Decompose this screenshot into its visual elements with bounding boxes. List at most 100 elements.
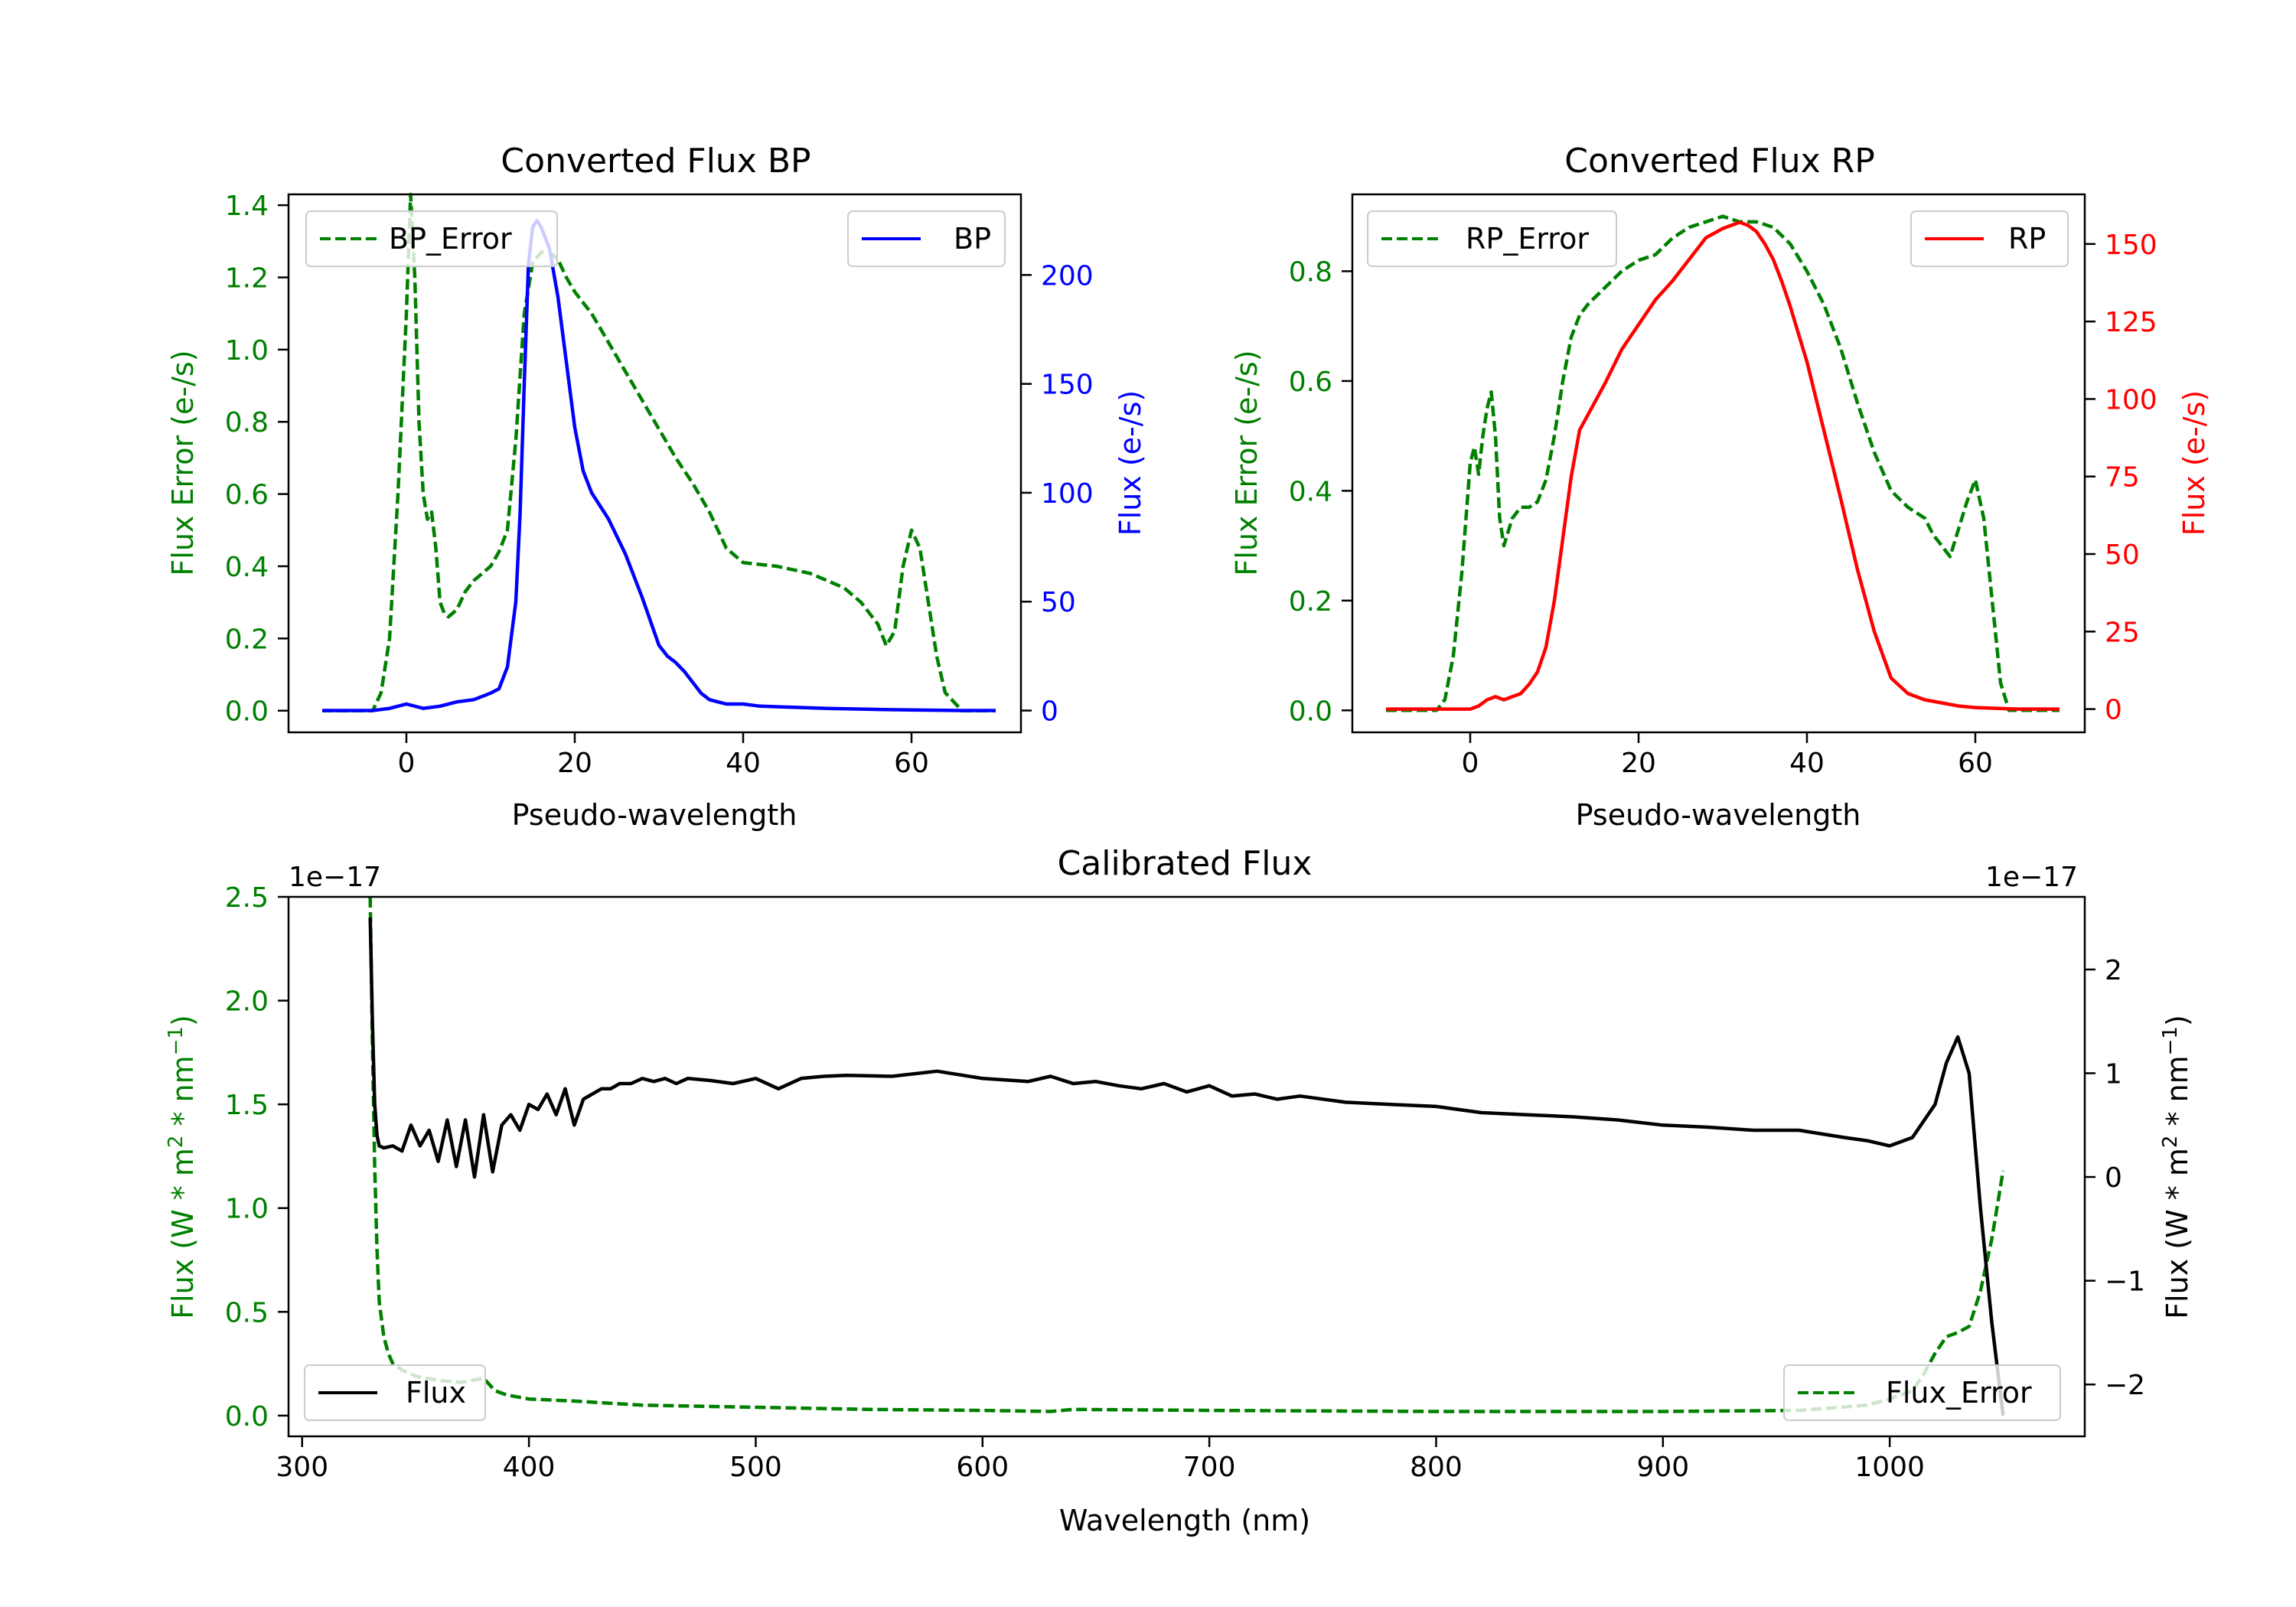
bp-y-left-tick-label: 0.4 bbox=[225, 552, 269, 583]
cal-ylabel-left-b: * nm bbox=[166, 1055, 200, 1135]
bp-y-left-tick-label: 1.2 bbox=[225, 263, 269, 295]
rp-y-right-tick-label: 125 bbox=[2105, 307, 2157, 338]
bp-x-tick-label: 0 bbox=[398, 748, 416, 779]
cal-y-left-tick-label: 0.5 bbox=[225, 1297, 269, 1328]
rp-y-left-tick-label: 0.4 bbox=[1289, 476, 1332, 507]
rp-y-right-tick-label: 50 bbox=[2105, 539, 2140, 571]
bp-y-ticks-left: 0.0 0.2 0.4 0.6 0.8 1.0 1.2 1.4 bbox=[225, 191, 289, 728]
rp-legend-error: RP_Error bbox=[1367, 210, 1617, 267]
cal-ylabel-left-sup1: 2 bbox=[165, 1136, 188, 1149]
cal-ylabel-left-sup2: −1 bbox=[165, 1026, 188, 1055]
rp-x-ticks: 0 20 40 60 bbox=[1462, 732, 1993, 779]
cal-x-tick-label: 1000 bbox=[1854, 1452, 1925, 1483]
cal-y-axis-label-left: Flux (W * m2 * nm−1) bbox=[165, 1015, 200, 1319]
cal-y-right-tick-label: 1 bbox=[2105, 1058, 2122, 1090]
bp-legend-error-label: BP_Error bbox=[389, 222, 512, 256]
bp-y-right-tick-label: 100 bbox=[1041, 478, 1094, 510]
cal-x-tick-label: 800 bbox=[1410, 1452, 1463, 1483]
cal-ylabel-left-a: Flux (W * m bbox=[166, 1148, 200, 1319]
cal-offset-left: 1e−17 bbox=[289, 862, 381, 893]
cal-x-tick-label: 700 bbox=[1183, 1452, 1236, 1483]
cal-legend-error-label: Flux_Error bbox=[1886, 1376, 2032, 1410]
cal-x-tick-label: 500 bbox=[729, 1452, 782, 1483]
bp-plot-area bbox=[322, 192, 996, 712]
rp-y-axis-label-right: Flux (e-/s) bbox=[2177, 390, 2211, 536]
cal-legend-flux: Flux bbox=[304, 1364, 486, 1421]
cal-ylabel-left-c: ) bbox=[166, 1015, 200, 1026]
cal-y-left-tick-label: 1.5 bbox=[225, 1090, 269, 1121]
cal-y-left-tick-label: 2.0 bbox=[225, 986, 269, 1018]
cal-series-flux bbox=[368, 918, 2005, 1416]
rp-legend-error-label: RP_Error bbox=[1466, 222, 1589, 256]
panel-rp: Converted Flux RP 0 20 40 60 0.00.20.40.60.… bbox=[1230, 142, 2211, 832]
cal-y-left-tick-label: 2.5 bbox=[225, 882, 269, 914]
rp-y-left-tick-label: 0.8 bbox=[1289, 256, 1332, 288]
bp-y-right-tick-label: 150 bbox=[1041, 370, 1094, 401]
cal-y-right-tick-label: 0 bbox=[2105, 1162, 2122, 1194]
cal-y-right-tick-label: −1 bbox=[2105, 1266, 2145, 1298]
bp-x-tick-label: 40 bbox=[726, 748, 761, 779]
cal-x-ticks: 300 400 500 600 700 800 900 1000 bbox=[276, 1436, 1925, 1483]
rp-x-tick-label: 20 bbox=[1621, 748, 1656, 779]
cal-offset-right: 1e−17 bbox=[1985, 862, 2078, 893]
cal-y-left-tick-label: 1.0 bbox=[225, 1194, 269, 1225]
bp-y-axis-label-left: Flux Error (e-/s) bbox=[166, 350, 200, 575]
bp-series-bp bbox=[322, 218, 996, 712]
cal-y-left-tick-label: 0.0 bbox=[225, 1401, 269, 1433]
rp-y-right-tick-label: 25 bbox=[2105, 617, 2140, 648]
rp-y-right-tick-label: 0 bbox=[2105, 695, 2122, 726]
bp-y-left-tick-label: 0.8 bbox=[225, 407, 269, 438]
cal-x-tick-label: 300 bbox=[276, 1452, 328, 1483]
bp-y-left-tick-label: 1.4 bbox=[225, 191, 269, 222]
cal-y-right-tick-label: 2 bbox=[2105, 955, 2122, 986]
bp-y-left-tick-label: 0.6 bbox=[225, 480, 269, 511]
bp-x-ticks: 0 20 40 60 bbox=[398, 732, 929, 779]
cal-title: Calibrated Flux bbox=[1058, 844, 1313, 883]
rp-axes-frame bbox=[1351, 193, 2086, 734]
bp-y-left-tick-label: 0.0 bbox=[225, 696, 269, 728]
panel-calibrated: Calibrated Flux 300 400 500 600 700 800 900 100… bbox=[165, 844, 2194, 1537]
rp-y-ticks-left: 0.0 0.2 0.4 0.6 0.8 bbox=[1289, 256, 1352, 727]
cal-y-axis-label-right: Flux (W * m2 * nm−1) bbox=[2159, 1015, 2194, 1319]
bp-x-tick-label: 60 bbox=[894, 748, 929, 779]
bp-y-left-tick-label: 0.2 bbox=[225, 624, 269, 655]
cal-x-tick-label: 600 bbox=[956, 1452, 1009, 1483]
panel-bp: Converted Flux BP 0 20 40 60 0.00.20.40.60.… bbox=[166, 142, 1147, 832]
cal-ylabel-right-sup1: 2 bbox=[2159, 1136, 2182, 1149]
bp-legend-error: BP_Error bbox=[305, 210, 558, 267]
cal-axes-frame bbox=[287, 895, 2086, 1438]
bp-y-left-tick-label: 1.0 bbox=[225, 335, 269, 367]
cal-series-flux-error bbox=[368, 896, 2005, 1413]
bp-axes-frame bbox=[287, 193, 1022, 734]
rp-y-right-tick-label: 100 bbox=[2105, 384, 2157, 416]
bp-title: Converted Flux BP bbox=[501, 142, 810, 181]
bp-x-axis-label: Pseudo-wavelength bbox=[512, 798, 797, 832]
rp-series-rp bbox=[1386, 220, 2060, 711]
rp-y-left-tick-label: 0.0 bbox=[1289, 696, 1332, 727]
bp-legend-flux-label: BP bbox=[954, 222, 991, 256]
cal-x-tick-label: 400 bbox=[503, 1452, 556, 1483]
cal-ylabel-right-a: Flux (W * m bbox=[2161, 1148, 2194, 1319]
cal-plot-area bbox=[368, 896, 2005, 1416]
cal-x-tick-label: 900 bbox=[1636, 1452, 1689, 1483]
cal-legend-error: Flux_Error bbox=[1783, 1364, 2061, 1421]
bp-legend-flux: BP bbox=[847, 210, 1006, 267]
bp-x-tick-label: 20 bbox=[557, 748, 592, 779]
rp-x-tick-label: 0 bbox=[1462, 748, 1479, 779]
rp-title: Converted Flux RP bbox=[1564, 142, 1875, 181]
bp-y-right-tick-label: 200 bbox=[1041, 260, 1094, 292]
rp-y-ticks-right: 0 25 50 75 100 125 150 bbox=[2085, 230, 2157, 726]
rp-series-rp-error bbox=[1386, 214, 2060, 712]
cal-ylabel-right-c: ) bbox=[2161, 1015, 2194, 1026]
rp-x-axis-label: Pseudo-wavelength bbox=[1576, 798, 1861, 832]
bp-series-bp-error bbox=[322, 192, 996, 712]
cal-ylabel-right-sup2: −1 bbox=[2159, 1026, 2182, 1055]
bp-y-axis-label-right: Flux (e-/s) bbox=[1114, 390, 1147, 536]
rp-plot-area bbox=[1386, 214, 2060, 712]
rp-legend-flux: RP bbox=[1910, 210, 2069, 267]
rp-y-left-tick-label: 0.6 bbox=[1289, 367, 1332, 398]
cal-ylabel-right-b: * nm bbox=[2161, 1055, 2194, 1135]
cal-y-right-tick-label: −2 bbox=[2105, 1370, 2145, 1401]
cal-y-ticks-left: 0.0 0.5 1.0 1.5 2.0 2.5 bbox=[225, 882, 289, 1433]
